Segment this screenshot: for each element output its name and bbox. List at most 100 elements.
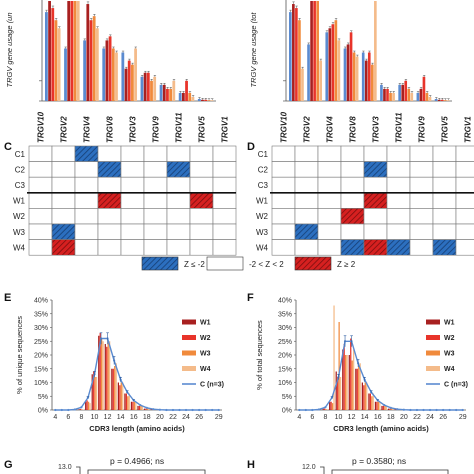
cell-W4-TRGV4 (317, 239, 342, 256)
key-swatch-red (294, 256, 332, 271)
bar-C-TRGV1 (434, 98, 438, 101)
panel-h-axis (320, 466, 325, 474)
bar-W4-13 (115, 363, 117, 410)
bar-W3-15 (127, 396, 129, 410)
column-header-TRGV4: TRGV4 (326, 116, 335, 143)
bar-W2-13 (112, 368, 114, 410)
cell-C2-TRGV8 (340, 161, 365, 178)
bar-W1-18 (387, 408, 390, 410)
bar-W4-15 (128, 393, 130, 410)
cell-W1-TRGV1 (455, 192, 474, 209)
cell-W3-TRGV11 (386, 223, 411, 240)
bar-W1-TRGV1 (437, 99, 441, 101)
bar-W4-TRGV8 (355, 56, 359, 101)
point-C-26 (198, 408, 201, 412)
row-label-W3: W3 (256, 228, 269, 237)
cell-C1-TRGV8 (97, 145, 122, 162)
panel-f-cdr3-total: 0% 5% 10% 15% 20% 25% 30% 35% 40% 4 6 8 10 12 14 16 18 20… (255, 298, 468, 434)
bar-C-TRGV11 (380, 84, 383, 101)
cell-W1-TRGV11 (166, 192, 191, 209)
bar-W4-TRGV8 (115, 52, 118, 101)
column-header-TRGV9: TRGV9 (418, 116, 427, 143)
bar-W3-9 (331, 403, 334, 410)
bar-W4-TRGV3 (374, 1, 377, 101)
bar-C-TRGV2 (307, 44, 310, 101)
cell-W3-TRGV8 (340, 223, 365, 240)
bar-W1-19 (150, 409, 152, 410)
cell-W1-TRGV3 (120, 192, 145, 209)
row-label-W4: W4 (13, 243, 26, 252)
panel-d-zscore-grid: TRGV10 TRGV2 TRGV4 TRGV8 TRGV3 TRGV11 TRGV9 TRG… (256, 111, 474, 256)
bar-W2-18 (389, 408, 391, 410)
cell-W2-TRGV5 (189, 208, 214, 225)
bar-W2-TRGV4 (331, 24, 335, 102)
bar-W4-13 (359, 363, 361, 410)
bar-W4-TRGV4 (337, 40, 341, 101)
bar-W2-TRGV2 (313, 1, 316, 101)
cell-C2-TRGV11 (386, 161, 411, 178)
bar-W2-17 (382, 405, 385, 410)
column-header-TRGV11: TRGV11 (395, 112, 404, 143)
point-C-5 (60, 408, 63, 412)
legend-label-W1: W1 (444, 320, 455, 327)
cell-C3-TRGV8 (97, 176, 122, 194)
cell-W2-TRGV2 (51, 208, 76, 225)
panel-g-comparison: p = 0.4966; ns 13.0 (58, 456, 206, 474)
cell-W3-TRGV2 (294, 223, 319, 240)
point-C-18 (145, 406, 148, 409)
y-tick-label: 40% (34, 298, 48, 305)
cell-W4-TRGV1 (455, 239, 474, 256)
bar-W4-12 (353, 349, 355, 410)
legend-label-W2: W2 (200, 335, 211, 342)
cell-C2-TRGV3 (363, 161, 388, 178)
cell-C2-TRGV2 (294, 161, 319, 178)
bar-W1-16 (374, 401, 377, 410)
cell-W2-TRGV3 (120, 208, 145, 225)
cell-C1-TRGV5 (189, 145, 214, 162)
column-header-TRGV8: TRGV8 (349, 116, 358, 143)
bar-W1-TRGV11 (162, 84, 166, 101)
cell-C2-TRGV4 (317, 161, 342, 178)
cell-W4-TRGV5 (432, 239, 457, 256)
bar-W1-11 (342, 349, 344, 410)
cell-C2-TRGV1 (455, 161, 474, 178)
cell-W3-TRGV10 (271, 223, 296, 240)
point-C-25 (435, 408, 438, 412)
cell-C1-TRGV3 (120, 145, 145, 162)
point-C-4 (54, 408, 57, 412)
bar-W4-12 (109, 341, 111, 410)
bar-W4-11 (346, 355, 348, 410)
row-label-W4: W4 (256, 243, 269, 252)
point-C-8 (324, 406, 327, 409)
legend-label-W3: W3 (200, 351, 211, 358)
y-tick-label: 35% (34, 311, 48, 318)
cell-C1-TRGV11 (386, 145, 411, 162)
bar-W3-16 (133, 401, 135, 410)
x-tick-label: 8 (79, 414, 83, 421)
bar-W2-TRGV11 (386, 88, 389, 101)
bar-C-TRGV4 (325, 32, 329, 101)
y-axis-label: TRGV gene usage (tot (249, 12, 258, 88)
bar-W4-9 (89, 403, 91, 410)
bar-W3-17 (384, 405, 386, 410)
bar-C-TRGV9 (398, 84, 401, 101)
bar-W3-17 (140, 405, 142, 410)
cell-W4-TRGV2 (294, 239, 319, 256)
point-C-29 (461, 408, 464, 412)
bar-W3-TRGV5 (425, 92, 429, 101)
cell-W4-TRGV5 (189, 239, 214, 256)
cell-C2-TRGV11 (166, 161, 191, 178)
point-C-8 (80, 406, 83, 409)
bar-W1-9 (329, 401, 331, 410)
bar-W4-14 (122, 382, 124, 410)
bar-W2-TRGV10 (295, 8, 298, 101)
cell-W4-TRGV8 (340, 239, 365, 256)
bar-W1-TRGV11 (383, 88, 386, 101)
cell-C2-TRGV5 (432, 161, 457, 178)
bar-W1-TRGV3 (364, 60, 368, 101)
y-tick-label: 35% (278, 311, 292, 318)
bar-W3-TRGV3 (131, 64, 134, 101)
y-tick-label: 30% (278, 325, 292, 332)
x-tick-label: 26 (195, 414, 203, 421)
legend-swatch-W1 (426, 319, 440, 325)
